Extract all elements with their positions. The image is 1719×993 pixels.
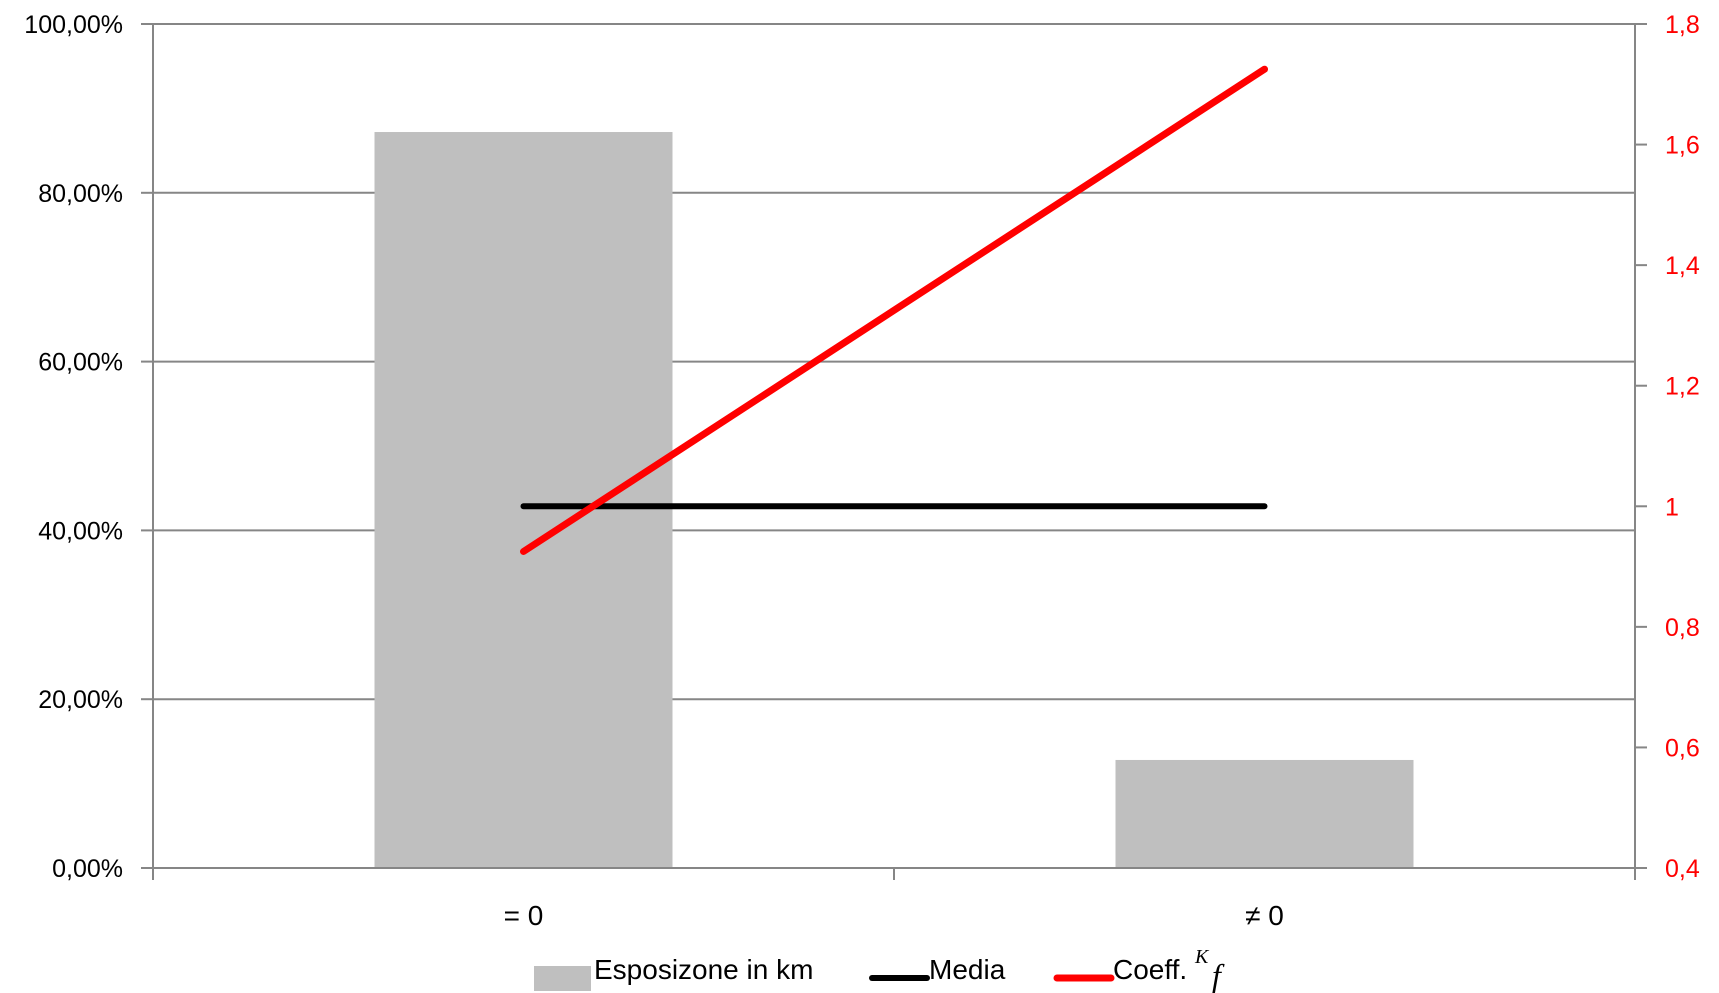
bar-2 (1115, 759, 1414, 868)
right-tick-label: 1,4 (1665, 252, 1700, 280)
right-tick-label: 1,2 (1665, 373, 1700, 401)
legend-label-media: Media (929, 954, 1006, 985)
right-tick-label: 1,8 (1665, 11, 1700, 39)
left-tick-label: 40,00% (38, 517, 123, 545)
tick-labels: 0,00% 20,00% 40,00% 60,00% 80,00% 100,00% 0,4 0… (24, 11, 1700, 931)
x-tick-label: = 0 (504, 900, 544, 931)
coeff-line (520, 65, 1268, 555)
left-tick-label: 60,00% (38, 349, 123, 377)
left-tick-label: 80,00% (38, 180, 123, 208)
bar-1 (374, 132, 673, 869)
right-tick-label: 0,4 (1665, 855, 1700, 883)
x-tick-label: ≠ 0 (1245, 900, 1284, 931)
left-tick-label: 0,00% (52, 855, 123, 883)
axes (141, 23, 1647, 880)
legend-label-bar: Esposizone in km (594, 954, 813, 985)
right-tick-label: 1 (1665, 493, 1679, 521)
bar-series (374, 132, 1414, 869)
legend-label-coeff-sup: K (1194, 946, 1210, 968)
right-tick-label: 0,6 (1665, 734, 1700, 762)
right-tick-label: 1,6 (1665, 132, 1700, 160)
left-tick-label: 20,00% (38, 686, 123, 714)
legend-label-coeff-f: f (1212, 957, 1225, 993)
legend-swatch-bar (534, 966, 591, 991)
line-series (520, 65, 1268, 555)
legend-label-coeff: Coeff. (1113, 954, 1187, 985)
right-tick-label: 0,8 (1665, 614, 1700, 642)
left-tick-label: 100,00% (24, 11, 123, 39)
